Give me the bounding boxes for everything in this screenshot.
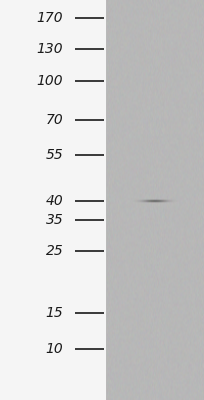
Text: 100: 100 bbox=[37, 74, 63, 88]
Text: 70: 70 bbox=[45, 113, 63, 127]
Text: 15: 15 bbox=[45, 306, 63, 320]
Text: 35: 35 bbox=[45, 213, 63, 227]
Text: 40: 40 bbox=[45, 194, 63, 208]
Bar bbox=[0, 0, 106, 400]
Text: 10: 10 bbox=[45, 342, 63, 356]
Text: 25: 25 bbox=[45, 244, 63, 258]
Text: 170: 170 bbox=[37, 11, 63, 25]
Text: 55: 55 bbox=[45, 148, 63, 162]
Text: 130: 130 bbox=[37, 42, 63, 56]
